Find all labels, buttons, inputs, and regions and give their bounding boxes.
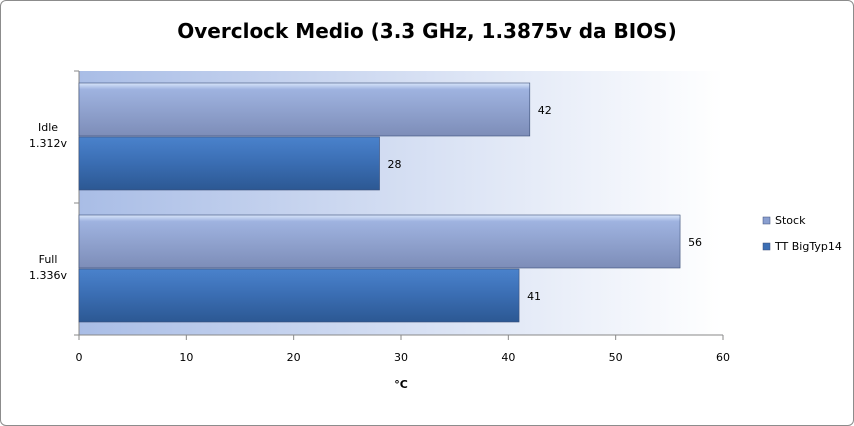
x-tick-label: 20 — [287, 351, 301, 364]
x-tick-label: 10 — [179, 351, 193, 364]
data-label: 56 — [688, 236, 702, 249]
bar-tt-bigtyp14 — [78, 268, 520, 323]
x-tick-label: 40 — [501, 351, 515, 364]
legend-swatch — [762, 216, 771, 225]
x-tick-label: 50 — [609, 351, 623, 364]
x-tick-label: 0 — [76, 351, 83, 364]
data-label: 41 — [527, 290, 541, 303]
legend-label: Stock — [775, 214, 806, 227]
category-label: 1.312v — [29, 137, 67, 150]
bar-tt-bigtyp14 — [78, 136, 380, 191]
data-label: 42 — [538, 104, 552, 117]
data-label: 28 — [388, 158, 402, 171]
legend-label: TT BigTyp14 — [774, 240, 842, 253]
category-label: 1.336v — [29, 269, 67, 282]
bar-stock — [78, 214, 681, 269]
x-tick-label: 60 — [716, 351, 730, 364]
x-tick-label: 30 — [394, 351, 408, 364]
bar-stock — [78, 82, 531, 137]
chart-title: Overclock Medio (3.3 GHz, 1.3875v da BIO… — [177, 19, 676, 43]
category-label: Idle — [38, 121, 58, 134]
category-label: Full — [39, 253, 58, 266]
legend-swatch — [762, 242, 771, 251]
x-axis-label: °C — [394, 378, 408, 391]
